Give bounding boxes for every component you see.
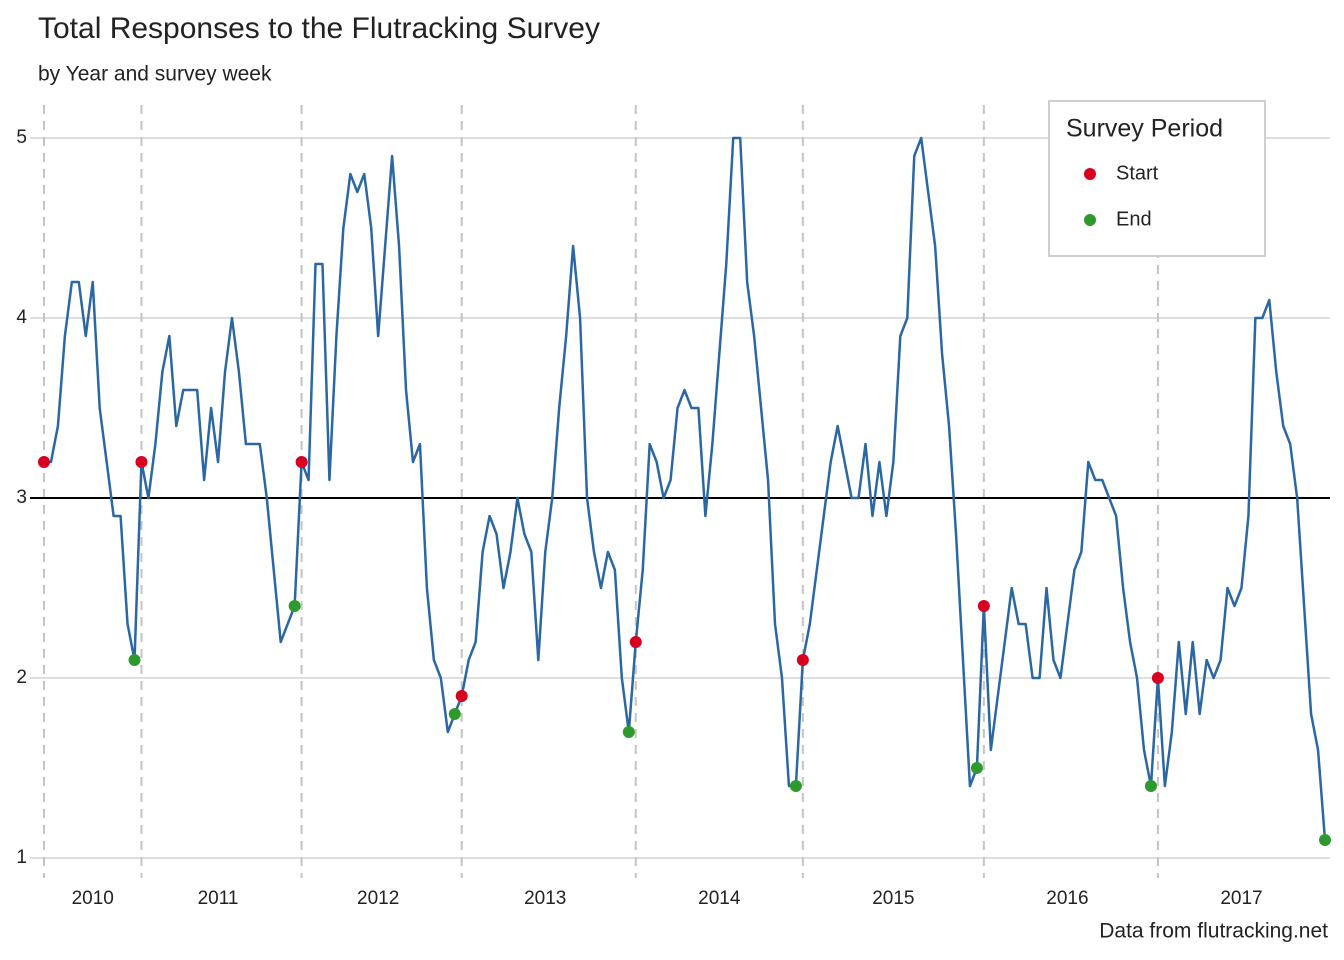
x-tick-label: 2016 [1046, 888, 1088, 909]
y-tick-label: 2 [16, 667, 27, 688]
point-marker [1151, 672, 1164, 684]
point-marker [1144, 780, 1157, 792]
caption: Data from flutracking.net [1099, 920, 1328, 943]
point-marker [128, 654, 141, 666]
point-marker [288, 600, 301, 612]
chart-subtitle: by Year and survey week [38, 63, 272, 86]
chart-title: Total Responses to the Flutracking Surve… [38, 12, 600, 45]
legend-swatch [1084, 168, 1096, 180]
x-tick-label: 2010 [72, 888, 114, 909]
y-tick-label: 3 [16, 487, 27, 508]
point-marker [970, 762, 983, 774]
legend-box [1048, 100, 1266, 257]
point-marker [977, 600, 990, 612]
legend-swatch [1084, 214, 1096, 226]
x-tick-label: 2013 [524, 888, 566, 909]
legend-label: End [1116, 208, 1152, 230]
y-tick-label: 1 [16, 847, 27, 868]
x-tick-label: 2012 [357, 888, 399, 909]
point-marker [789, 780, 802, 792]
x-tick-label: 2011 [198, 888, 239, 909]
point-marker [38, 456, 50, 468]
point-marker [629, 636, 642, 648]
x-tick-label: 2015 [872, 888, 914, 909]
point-marker [455, 690, 468, 702]
legend-title: Survey Period [1066, 115, 1223, 143]
y-tick-label: 4 [16, 307, 27, 328]
point-marker [622, 726, 635, 738]
y-tick-label: 5 [16, 127, 27, 148]
point-marker [135, 456, 148, 468]
point-marker [796, 654, 809, 666]
x-tick-label: 2014 [698, 888, 741, 909]
point-marker [1319, 834, 1331, 846]
x-tick-label: 2017 [1220, 888, 1262, 909]
point-marker [448, 708, 461, 720]
legend-label: Start [1116, 162, 1159, 184]
data-line [44, 136, 1327, 841]
point-marker [295, 456, 308, 468]
